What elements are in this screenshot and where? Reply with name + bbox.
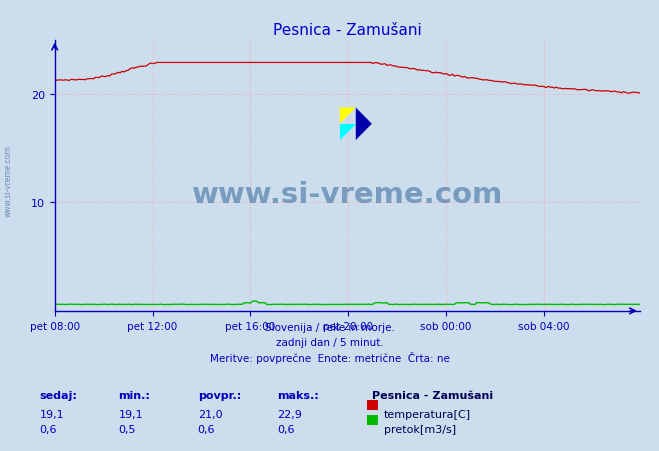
Text: Slovenija / reke in morje.: Slovenija / reke in morje. [264,322,395,332]
Text: 22,9: 22,9 [277,409,302,419]
Text: Pesnica - Zamušani: Pesnica - Zamušani [372,390,494,400]
Text: 0,6: 0,6 [198,424,215,434]
Text: povpr.:: povpr.: [198,390,241,400]
Text: zadnji dan / 5 minut.: zadnji dan / 5 minut. [275,337,384,347]
Title: Pesnica - Zamušani: Pesnica - Zamušani [273,23,422,38]
Text: 19,1: 19,1 [119,409,143,419]
Text: pretok[m3/s]: pretok[m3/s] [384,424,455,434]
Text: Meritve: povprečne  Enote: metrične  Črta: ne: Meritve: povprečne Enote: metrične Črta:… [210,351,449,364]
Text: www.si-vreme.com: www.si-vreme.com [4,144,13,216]
Polygon shape [339,124,356,141]
Text: temperatura[C]: temperatura[C] [384,409,471,419]
Text: www.si-vreme.com: www.si-vreme.com [192,181,503,209]
Text: 0,6: 0,6 [277,424,295,434]
Polygon shape [356,108,372,141]
Text: maks.:: maks.: [277,390,318,400]
Text: 0,5: 0,5 [119,424,136,434]
Text: 19,1: 19,1 [40,409,64,419]
Text: 21,0: 21,0 [198,409,222,419]
Text: 0,6: 0,6 [40,424,57,434]
Polygon shape [339,108,356,124]
Text: sedaj:: sedaj: [40,390,77,400]
Text: min.:: min.: [119,390,150,400]
